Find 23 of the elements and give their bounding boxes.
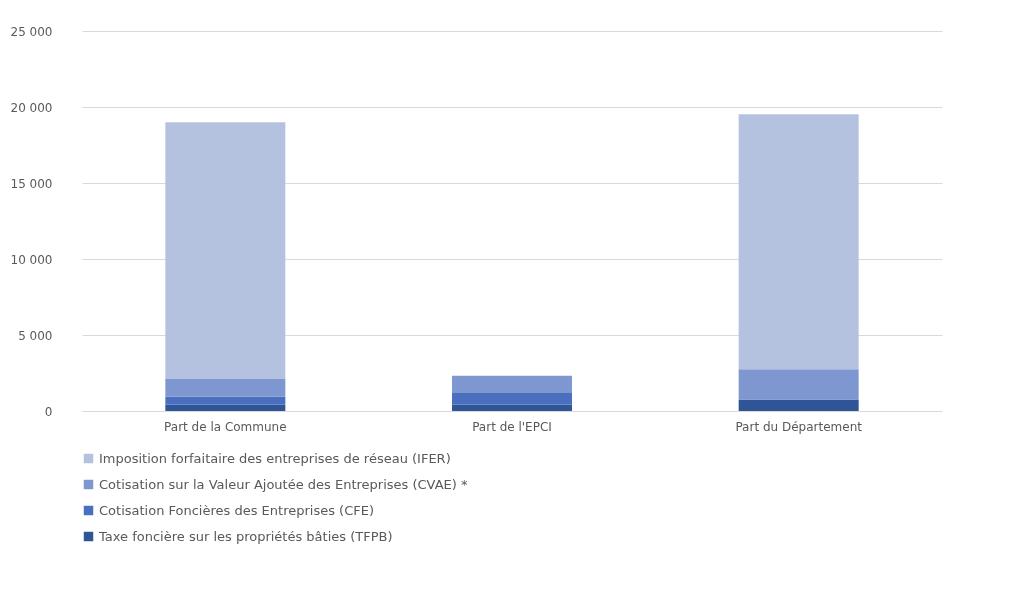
y-tick-label: 25 000 [10, 24, 53, 39]
y-tick-label: 5 000 [18, 328, 53, 343]
y-tick-label: 10 000 [10, 252, 53, 267]
x-tick-label: Part de l'EPCI [472, 419, 552, 434]
legend-label: Imposition forfaitaire des entreprises de réseau (IFER) [99, 450, 451, 466]
bar [165, 122, 286, 380]
x-tick-label: Part de la Commune [164, 419, 287, 434]
y-tick-label: 20 000 [10, 100, 53, 115]
bar [452, 393, 572, 405]
bar [165, 379, 286, 397]
y-tick-label: 15 000 [10, 176, 53, 191]
bar [738, 399, 859, 411]
bar [165, 404, 286, 411]
legend-label: Cotisation sur la Valeur Ajoutée des Entreprises (CVAE) * [99, 476, 468, 492]
y-tick-label: 0 [44, 404, 53, 419]
legend-label: Taxe foncière sur les propriétés bâties (TFPB) [98, 528, 393, 544]
x-tick-label: Part du Département [735, 419, 863, 434]
bar [738, 114, 859, 370]
bar [452, 404, 572, 411]
legend-label: Cotisation Foncières des Entreprises (CFE) [99, 502, 374, 518]
bar [452, 375, 572, 394]
bar [738, 369, 859, 400]
bar [165, 396, 286, 405]
